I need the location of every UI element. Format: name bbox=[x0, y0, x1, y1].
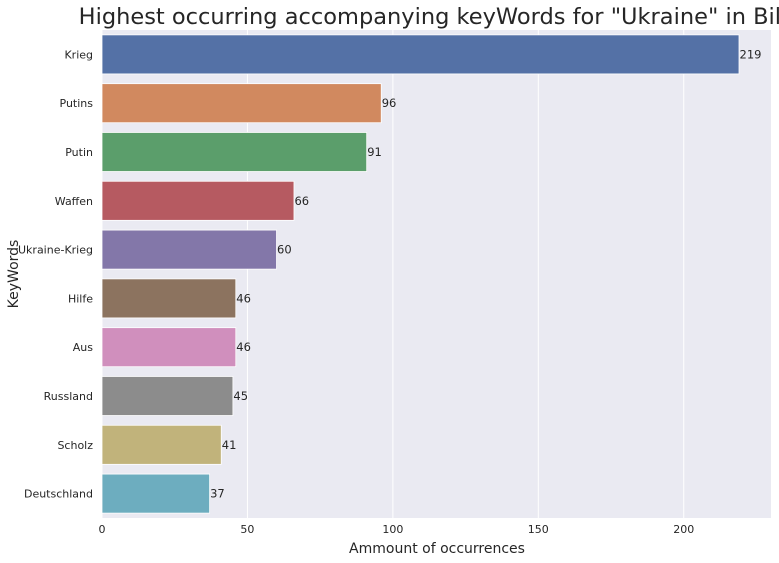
bar-value-label: 66 bbox=[294, 194, 309, 208]
x-tick-labels: 0 50 100 150 200 bbox=[99, 523, 695, 536]
bar-value-label: 41 bbox=[222, 438, 237, 452]
bar bbox=[101, 180, 295, 221]
y-tick-label: Deutschland bbox=[24, 488, 93, 501]
bar-value-label: 46 bbox=[236, 291, 251, 305]
bars bbox=[101, 34, 740, 514]
bar-value-label: 96 bbox=[382, 96, 397, 110]
bar-value-label: 37 bbox=[210, 487, 225, 501]
bar bbox=[101, 34, 740, 75]
y-tick-label: Scholz bbox=[57, 439, 93, 452]
y-tick-label: Russland bbox=[44, 390, 93, 403]
y-tick-label: Ukraine-Krieg bbox=[18, 244, 93, 257]
bar bbox=[101, 327, 237, 368]
x-tick-label: 150 bbox=[528, 523, 549, 536]
bar bbox=[101, 376, 234, 416]
y-tick-label: Putins bbox=[60, 97, 94, 110]
y-tick-label: Krieg bbox=[64, 48, 93, 61]
bar bbox=[101, 132, 368, 172]
bar-value-label: 60 bbox=[277, 243, 292, 257]
x-axis-title: Ammount of occurrences bbox=[349, 541, 525, 557]
y-axis-title: KeyWords bbox=[6, 240, 22, 309]
x-tick-label: 100 bbox=[382, 523, 403, 536]
bar bbox=[101, 473, 211, 514]
y-tick-labels: Krieg Putins Putin Waffen Ukraine-Krieg Hilfe… bbox=[18, 48, 93, 500]
x-tick-label: 200 bbox=[673, 523, 694, 536]
y-tick-label: Waffen bbox=[55, 195, 93, 208]
bar-value-label: 46 bbox=[236, 340, 251, 354]
y-tick-label: Putin bbox=[65, 146, 93, 159]
bar-value-label: 91 bbox=[367, 145, 382, 159]
bar bbox=[101, 278, 237, 319]
x-tick-label: 50 bbox=[240, 523, 254, 536]
x-tick-label: 0 bbox=[99, 523, 106, 536]
value-labels: 219 96 91 66 60 46 46 45 41 37 bbox=[210, 47, 761, 500]
bar-value-label: 45 bbox=[233, 389, 248, 403]
bar bbox=[101, 83, 382, 124]
chart-title: Highest occurring accompanying keyWords … bbox=[79, 4, 779, 30]
y-tick-label: Hilfe bbox=[68, 292, 93, 305]
bar-value-label: 219 bbox=[740, 47, 762, 61]
y-tick-label: Aus bbox=[73, 341, 93, 354]
bar bbox=[101, 229, 277, 270]
bar bbox=[101, 424, 222, 465]
